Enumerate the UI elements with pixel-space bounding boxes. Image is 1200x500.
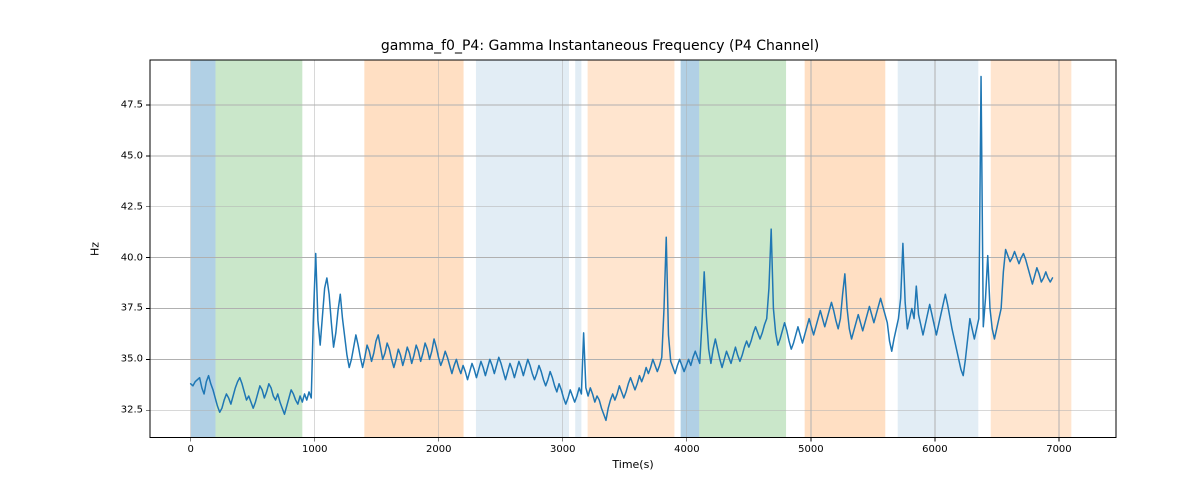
background-band: [364, 60, 463, 438]
background-band: [699, 60, 786, 438]
x-tick-label: 6000: [922, 444, 947, 455]
figure: gamma_f0_P4: Gamma Instantaneous Frequen…: [0, 0, 1200, 500]
x-tick-label: 4000: [674, 444, 699, 455]
x-tick-label: 0: [187, 444, 193, 455]
x-tick-label: 1000: [302, 444, 327, 455]
y-tick-label: 37.5: [121, 303, 143, 314]
background-band: [681, 60, 700, 438]
background-band: [898, 60, 979, 438]
y-tick-label: 40.0: [121, 252, 143, 263]
background-band: [476, 60, 569, 438]
x-tick-label: 2000: [426, 444, 451, 455]
background-band: [215, 60, 302, 438]
y-tick-label: 32.5: [121, 405, 143, 416]
x-tick-label: 3000: [550, 444, 575, 455]
x-tick-label: 7000: [1046, 444, 1071, 455]
x-tick-label: 5000: [798, 444, 823, 455]
y-tick-label: 47.5: [121, 99, 143, 110]
background-band: [575, 60, 581, 438]
y-tick-label: 42.5: [121, 201, 143, 212]
y-tick-label: 45.0: [121, 150, 143, 161]
background-band: [191, 60, 216, 438]
y-tick-label: 35.0: [121, 354, 143, 365]
plot-area: [0, 0, 1200, 500]
background-band: [805, 60, 886, 438]
